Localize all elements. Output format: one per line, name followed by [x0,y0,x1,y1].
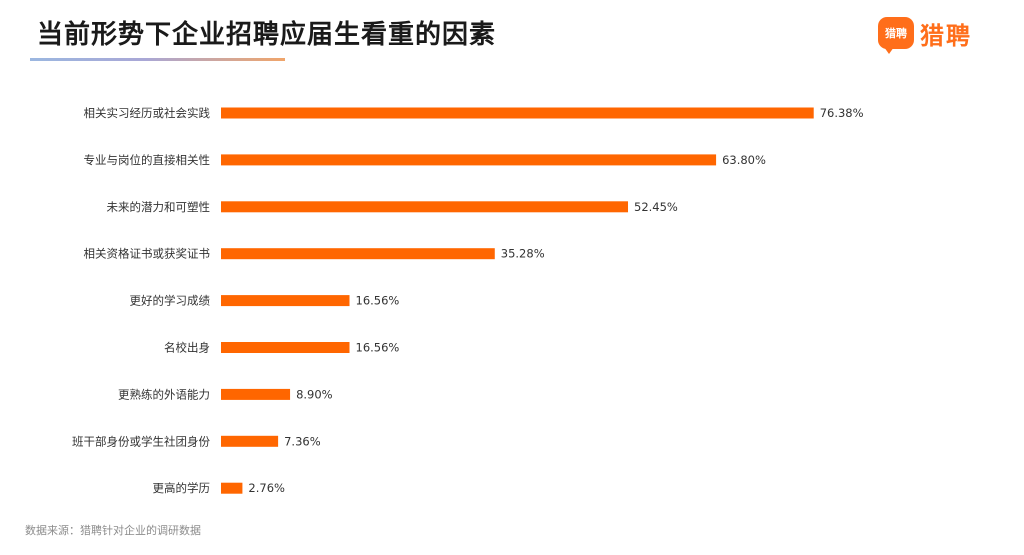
value-label: 16.56% [356,341,400,355]
bar [221,342,350,353]
category-label: 未来的潜力和可塑性 [107,200,211,214]
category-label: 班干部身份或学生社团身份 [72,434,210,448]
value-label: 2.76% [248,481,285,495]
bar [221,201,629,213]
value-label: 16.56% [356,294,400,308]
value-label: 63.80% [722,153,766,167]
liepin-logo: 猎聘 猎聘 [878,14,972,54]
value-label: 76.38% [820,106,864,120]
category-label: 更好的学习成绩 [130,294,211,308]
value-label: 52.45% [634,200,678,214]
bar [221,248,495,260]
category-label: 更高的学历 [153,481,211,495]
value-label: 8.90% [296,387,333,401]
category-label: 相关实习经历或社会实践 [84,106,211,120]
data-source-note: 数据来源：猎聘针对企业的调研数据 [25,524,201,537]
category-label: 专业与岗位的直接相关性 [84,153,211,167]
logo-text: 猎聘 [920,21,972,50]
logo-icon-text: 猎聘 [885,27,907,40]
bar [221,154,717,166]
category-label: 相关资格证书或获奖证书 [84,247,211,261]
page-title: 当前形势下企业招聘应届生看重的因素 [37,20,497,50]
bar [221,482,243,494]
bar [221,107,814,119]
bar [221,388,291,400]
category-label: 更熟练的外语能力 [118,387,210,401]
bar [221,435,279,447]
bar [221,295,350,307]
value-label: 35.28% [501,247,545,261]
value-label: 7.36% [284,434,321,448]
category-label: 名校出身 [164,341,210,355]
liepin-chat-bubble-icon: 猎聘 [878,17,914,54]
title-underline [30,58,285,61]
